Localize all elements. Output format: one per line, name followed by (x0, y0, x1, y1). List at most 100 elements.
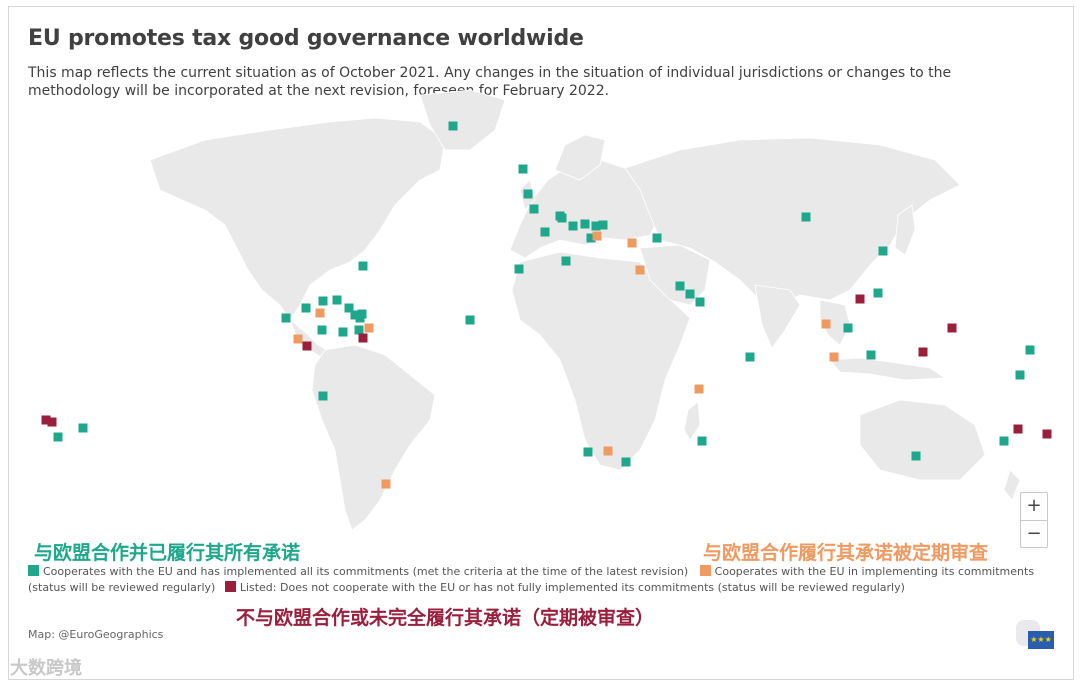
marker-green[interactable] (652, 233, 662, 243)
marker-green[interactable] (878, 246, 888, 256)
land-africa (511, 251, 691, 471)
marker-green[interactable] (1025, 345, 1035, 355)
marker-green[interactable] (911, 451, 921, 461)
marker-green[interactable] (281, 313, 291, 323)
land-se-asia (819, 299, 851, 346)
marker-red[interactable] (302, 341, 312, 351)
marker-green[interactable] (598, 220, 608, 230)
page-subtitle: This map reflects the current situation … (28, 65, 952, 99)
marker-green[interactable] (675, 281, 685, 291)
marker-green[interactable] (317, 325, 327, 335)
marker-red[interactable] (1042, 429, 1052, 439)
marker-orange[interactable] (364, 323, 374, 333)
marker-orange[interactable] (635, 265, 645, 275)
land-australia (859, 399, 986, 481)
marker-green[interactable] (53, 432, 63, 442)
eu-flag-logo: ★★★ (1028, 631, 1054, 649)
marker-green[interactable] (873, 288, 883, 298)
marker-green[interactable] (354, 325, 364, 335)
marker-orange[interactable] (829, 352, 839, 362)
land-scandinavia (554, 134, 606, 181)
marker-green[interactable] (586, 233, 596, 243)
legend-swatch-orange (699, 565, 711, 576)
marker-layer (41, 121, 1052, 489)
marker-green[interactable] (523, 189, 533, 199)
annotation-green-zh: 与欧盟合作并已履行其所有承诺 (34, 542, 301, 564)
marker-orange[interactable] (603, 446, 613, 456)
marker-green[interactable] (318, 391, 328, 401)
marker-green[interactable] (801, 212, 811, 222)
legend-text-orange: Cooperates with the EU in implementing i… (28, 565, 1035, 594)
marker-green[interactable] (301, 303, 311, 313)
land-japan (894, 204, 916, 256)
land-indonesia (829, 357, 947, 381)
marker-green[interactable] (745, 352, 755, 362)
marker-green[interactable] (583, 447, 593, 457)
marker-green[interactable] (344, 303, 354, 313)
marker-red[interactable] (47, 417, 57, 427)
annotation-orange-zh: 与欧盟合作履行其承诺被定期审查 (703, 542, 989, 564)
marker-green[interactable] (685, 289, 695, 299)
marker-red[interactable] (947, 323, 957, 333)
marker-green[interactable] (697, 436, 707, 446)
marker-green[interactable] (514, 264, 524, 274)
card-frame (8, 6, 1074, 680)
land-south-america (311, 344, 436, 531)
marker-green[interactable] (332, 295, 342, 305)
legend-swatch-red (224, 581, 236, 592)
zoom-in-button[interactable]: + (1026, 495, 1042, 516)
marker-green[interactable] (529, 204, 539, 214)
marker-green[interactable] (358, 261, 368, 271)
marker-red[interactable] (358, 333, 368, 343)
marker-green[interactable] (350, 310, 360, 320)
land-masses (149, 89, 1021, 531)
marker-green[interactable] (561, 256, 571, 266)
marker-red[interactable] (1013, 424, 1023, 434)
legend: Cooperates with the EU and has implement… (28, 564, 1048, 596)
marker-orange[interactable] (293, 334, 303, 344)
marker-orange[interactable] (694, 384, 704, 394)
marker-green[interactable] (843, 323, 853, 333)
marker-green[interactable] (621, 457, 631, 467)
legend-text-green: Cooperates with the EU and has implement… (43, 565, 689, 578)
watermark: 大数跨境 (10, 658, 82, 679)
marker-green[interactable] (338, 327, 348, 337)
page-title: EU promotes tax good governance worldwid… (28, 26, 584, 51)
marker-green[interactable] (568, 221, 578, 231)
marker-green[interactable] (518, 164, 528, 174)
marker-orange[interactable] (627, 238, 637, 248)
land-india (754, 284, 801, 349)
land-new-zealand (1003, 469, 1021, 501)
marker-green[interactable] (555, 211, 565, 221)
map-credit: Map: @EuroGeographics (28, 628, 164, 641)
marker-green[interactable] (591, 221, 601, 231)
marker-green[interactable] (465, 315, 475, 325)
marker-green[interactable] (540, 227, 550, 237)
marker-green[interactable] (580, 219, 590, 229)
land-greenland (419, 89, 506, 151)
marker-orange[interactable] (315, 308, 325, 318)
zoom-control: + − (1020, 492, 1048, 548)
marker-green[interactable] (999, 436, 1009, 446)
marker-red[interactable] (41, 415, 51, 425)
marker-red[interactable] (855, 294, 865, 304)
legend-text-red: Listed: Does not cooperate with the EU o… (239, 581, 905, 594)
legend-swatch-green (28, 565, 39, 576)
land-north-america (149, 117, 446, 321)
marker-green[interactable] (318, 296, 328, 306)
marker-green[interactable] (78, 423, 88, 433)
marker-green[interactable] (448, 121, 458, 131)
land-madagascar (683, 401, 701, 441)
land-asia (624, 137, 961, 306)
marker-green[interactable] (695, 297, 705, 307)
marker-orange[interactable] (592, 231, 602, 241)
marker-green[interactable] (1015, 370, 1025, 380)
marker-orange[interactable] (381, 479, 391, 489)
zoom-out-button[interactable]: − (1021, 520, 1047, 548)
marker-orange[interactable] (821, 319, 831, 329)
marker-green[interactable] (866, 350, 876, 360)
annotation-red-zh: 不与欧盟合作或未完全履行其承诺（定期被审查） (236, 607, 655, 629)
marker-red[interactable] (918, 347, 928, 357)
marker-green[interactable] (355, 313, 365, 323)
